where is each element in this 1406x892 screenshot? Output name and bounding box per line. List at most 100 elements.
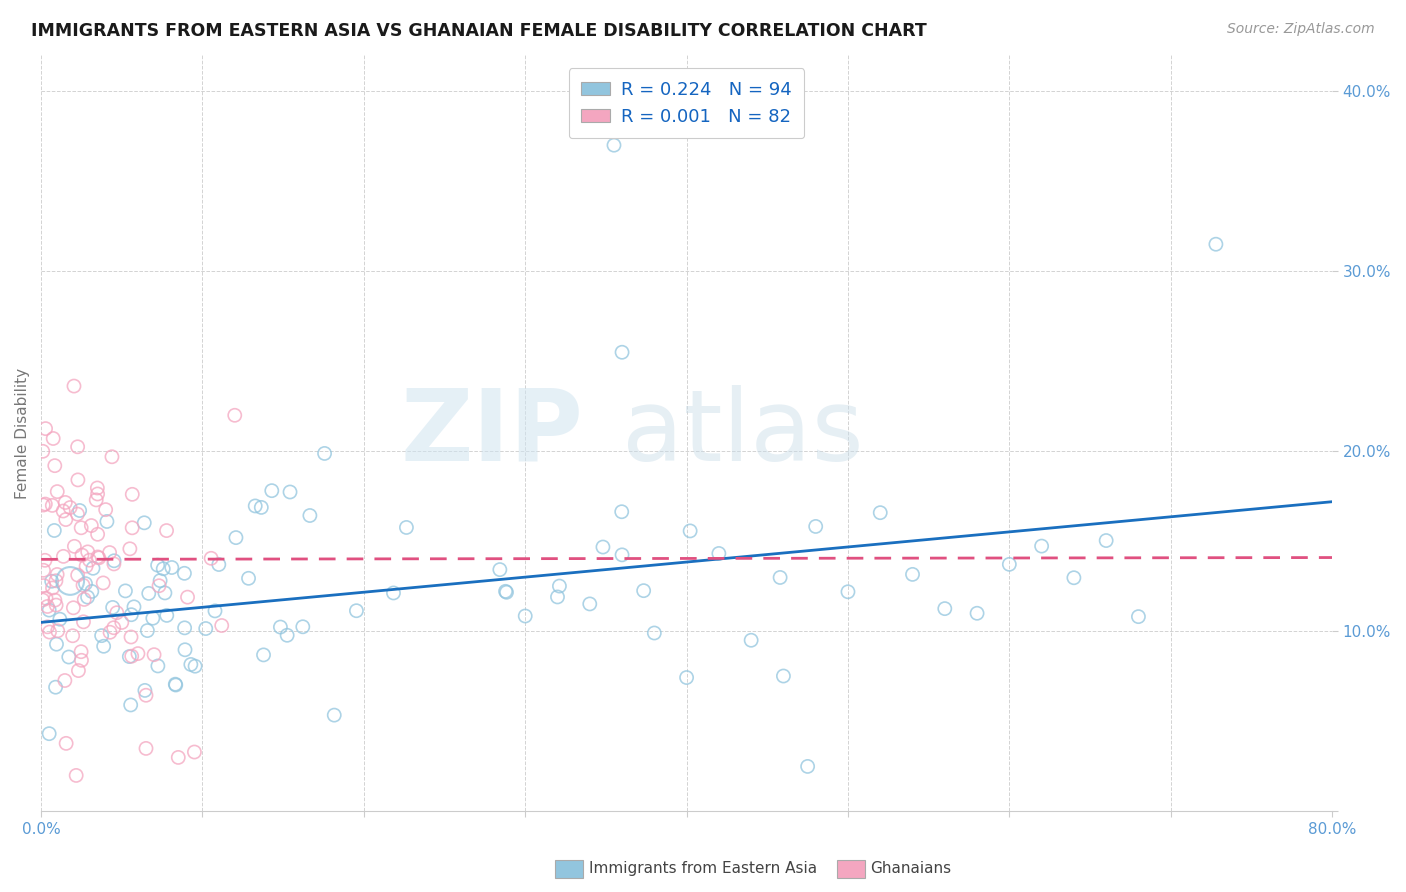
Point [45,680,67,694]
Point [252,648,274,662]
Point [66,440,89,454]
Point [80,518,103,533]
Point [53,673,76,688]
Point [260,483,283,498]
Point [804,519,827,533]
Point [547,590,569,604]
Point [52,504,75,518]
Point [146,659,169,673]
Point [46,484,69,499]
Point [200,551,222,566]
Point [495,584,517,599]
Point [62,629,84,643]
Point [869,506,891,520]
Point [156,608,179,623]
Point [1205,237,1227,252]
Point [66,473,89,487]
Point [35,591,58,606]
Point [740,633,762,648]
Point [111,615,134,630]
Text: atlas: atlas [621,384,863,482]
Point [70,645,93,659]
Point [135,688,157,702]
Point [103,621,125,635]
Point [101,450,124,464]
Point [208,558,231,572]
Point [382,586,405,600]
Point [41,581,63,595]
Point [121,649,143,664]
Point [75,576,97,591]
Point [1063,571,1085,585]
Text: IMMIGRANTS FROM EASTERN ASIA VS GHANAIAN FEMALE DISABILITY CORRELATION CHART: IMMIGRANTS FROM EASTERN ASIA VS GHANAIAN… [31,22,927,40]
Point [52,549,75,564]
Point [46,624,69,638]
Point [122,599,145,614]
Point [1095,533,1118,548]
Point [276,628,298,642]
Point [72,578,94,592]
Point [633,583,655,598]
Point [314,446,336,460]
Point [796,759,818,773]
Point [101,600,124,615]
Point [176,590,198,604]
Point [204,604,226,618]
Point [66,568,89,582]
Point [31,444,53,458]
Point [70,653,93,667]
Point [34,553,56,567]
Point [194,622,217,636]
Point [69,503,91,517]
Legend: R = 0.224   N = 94, R = 0.001   N = 82: R = 0.224 N = 94, R = 0.001 N = 82 [568,68,804,138]
Point [32,578,55,592]
Point [63,379,86,393]
Point [998,558,1021,572]
Point [44,593,66,607]
Point [489,563,512,577]
Point [82,561,104,575]
Point [120,630,142,644]
Point [59,500,82,515]
Point [679,524,702,538]
Point [49,612,72,626]
Point [148,579,170,593]
Point [65,768,87,782]
Point [135,741,157,756]
Point [118,649,141,664]
Point [224,409,246,423]
Point [245,499,267,513]
Point [73,592,96,607]
Point [79,553,101,567]
Point [323,708,346,723]
Point [143,648,166,662]
Point [105,606,128,620]
Point [63,539,86,553]
Point [86,487,108,501]
Point [98,545,121,559]
Point [44,458,66,473]
Text: Ghanaians: Ghanaians [870,862,952,876]
Point [98,625,121,640]
Point [155,524,177,538]
Point [934,601,956,615]
Point [675,671,697,685]
Point [38,603,60,617]
Point [966,607,988,621]
Text: Immigrants from Eastern Asia: Immigrants from Eastern Asia [589,862,817,876]
Point [76,545,98,559]
Point [149,574,172,588]
Point [91,576,114,591]
Point [127,647,149,661]
Point [901,567,924,582]
Point [62,600,84,615]
Point [93,640,115,654]
Point [121,521,143,535]
Point [160,560,183,574]
Point [515,609,537,624]
Point [138,586,160,600]
Y-axis label: Female Disability: Female Disability [15,368,30,499]
Point [769,570,792,584]
Point [76,590,98,604]
Point [94,502,117,516]
